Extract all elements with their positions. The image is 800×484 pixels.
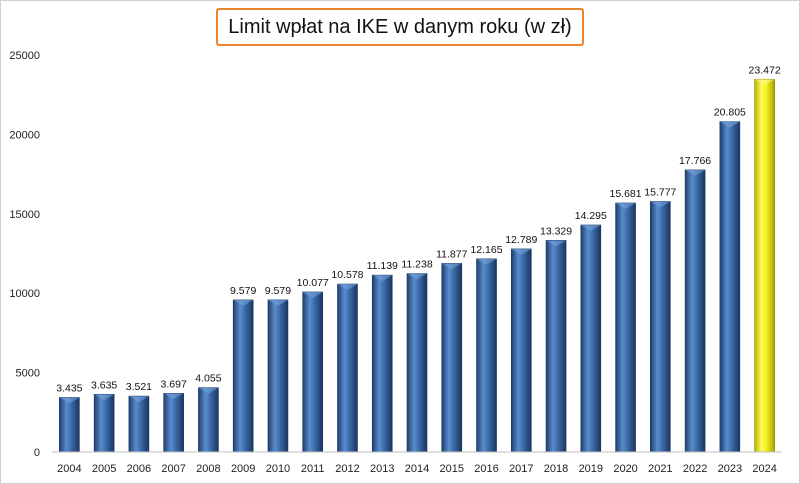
- x-tick-label: 2017: [509, 463, 533, 475]
- x-tick-label: 2008: [196, 463, 220, 475]
- data-label: 17.766: [679, 155, 711, 167]
- data-label: 15.681: [610, 188, 642, 200]
- data-label: 9.579: [230, 285, 256, 297]
- bar-bevel: [128, 396, 149, 403]
- x-tick-label: 2019: [579, 463, 603, 475]
- bar-2013: [371, 274, 393, 453]
- data-label: 3.635: [91, 379, 117, 391]
- x-tick-label: 2013: [370, 463, 394, 475]
- data-label: 12.789: [505, 234, 537, 246]
- bar-2015: [441, 263, 463, 453]
- y-tick-label: 0: [34, 447, 40, 459]
- bar-bevel: [650, 201, 671, 208]
- x-tick-label: 2012: [335, 463, 359, 475]
- y-tick-label: 20000: [9, 129, 40, 141]
- bars: 3.435 3.635 3.521 3.697 4.055 9.579 9.579 10.07…: [56, 64, 781, 453]
- bar-2023: [719, 121, 741, 453]
- data-label: 3.521: [126, 381, 152, 393]
- bar-bevel: [198, 387, 219, 394]
- bar-2009: [232, 299, 254, 453]
- data-label: 11.139: [367, 260, 398, 272]
- bar-bevel: [546, 240, 567, 247]
- y-tick-label: 10000: [9, 288, 40, 300]
- x-tick-label: 2023: [718, 463, 742, 475]
- data-label: 23.472: [749, 64, 781, 76]
- bar-bevel: [754, 79, 775, 86]
- data-label: 10.578: [331, 269, 363, 281]
- y-tick-label: 15000: [9, 209, 40, 221]
- bar-2019: [580, 224, 602, 453]
- data-label: 20.805: [714, 107, 746, 119]
- x-tick-label: 2011: [301, 463, 325, 475]
- bar-2016: [476, 258, 497, 453]
- bar-2020: [615, 202, 636, 453]
- bar-bevel: [615, 202, 636, 209]
- data-label: 3.697: [161, 378, 187, 390]
- bar-2007: [163, 392, 184, 453]
- x-tick-label: 2021: [648, 463, 672, 475]
- data-label: 3.435: [56, 382, 82, 394]
- y-tick-label: 25000: [9, 50, 40, 62]
- bar-bevel: [511, 248, 532, 255]
- bar-bevel: [233, 299, 254, 306]
- data-label: 15.777: [644, 186, 676, 198]
- data-label: 13.329: [540, 225, 572, 237]
- bar-bevel: [302, 291, 323, 298]
- x-tick-label: 2010: [266, 463, 290, 475]
- bar-2022: [684, 169, 706, 453]
- data-label: 4.055: [195, 373, 221, 385]
- bar-bevel: [94, 394, 115, 401]
- bar-bevel: [685, 169, 706, 176]
- y-tick-label: 5000: [16, 368, 40, 380]
- bar-2017: [510, 248, 532, 453]
- bar-bevel: [407, 273, 427, 280]
- x-tick-label: 2016: [474, 463, 498, 475]
- bar-2014: [406, 273, 428, 453]
- bar-2004: [59, 397, 80, 453]
- bar-bevel: [580, 224, 601, 231]
- x-tick-label: 2006: [127, 463, 151, 475]
- bar-2008: [198, 387, 219, 453]
- bar-2018: [545, 240, 567, 453]
- bar-bevel: [163, 393, 184, 400]
- data-label: 11.238: [401, 259, 432, 271]
- bar-2006: [128, 395, 150, 453]
- x-tick-label: 2015: [440, 463, 464, 475]
- data-label: 11.877: [436, 248, 467, 260]
- x-tick-label: 2024: [752, 463, 776, 475]
- chart-title: Limit wpłat na IKE w danym roku (w zł): [216, 8, 584, 46]
- x-tick-label: 2022: [683, 463, 707, 475]
- data-label: 9.579: [265, 285, 291, 297]
- x-tick-label: 2004: [57, 463, 81, 475]
- bar-2010: [267, 299, 289, 453]
- bar-bevel: [441, 263, 462, 270]
- bar-2021: [650, 201, 671, 453]
- y-axis: 0 5000 10000 15000 20000 25000: [9, 50, 40, 459]
- bar-bevel: [59, 397, 80, 404]
- data-label: 12.165: [470, 244, 502, 256]
- bar-bevel: [476, 258, 497, 265]
- x-tick-label: 2009: [231, 463, 255, 475]
- x-tick-label: 2020: [613, 463, 637, 475]
- bar-2024: [754, 78, 775, 453]
- bar-bevel: [337, 284, 358, 291]
- bar-2012: [337, 283, 358, 453]
- bar-bevel: [267, 299, 288, 306]
- bar-bevel: [719, 121, 740, 128]
- bar-2011: [302, 291, 324, 453]
- x-tick-label: 2005: [92, 463, 116, 475]
- data-label: 14.295: [575, 210, 607, 222]
- x-axis: 2004 2005 2006 2007 2008 2009 2010 2011 2012 2013…: [52, 451, 782, 475]
- x-tick-label: 2007: [161, 463, 185, 475]
- x-tick-label: 2014: [405, 463, 429, 475]
- bar-bevel: [372, 275, 393, 282]
- x-tick-label: 2018: [544, 463, 568, 475]
- data-label: 10.077: [297, 277, 329, 289]
- bar-2005: [93, 393, 115, 453]
